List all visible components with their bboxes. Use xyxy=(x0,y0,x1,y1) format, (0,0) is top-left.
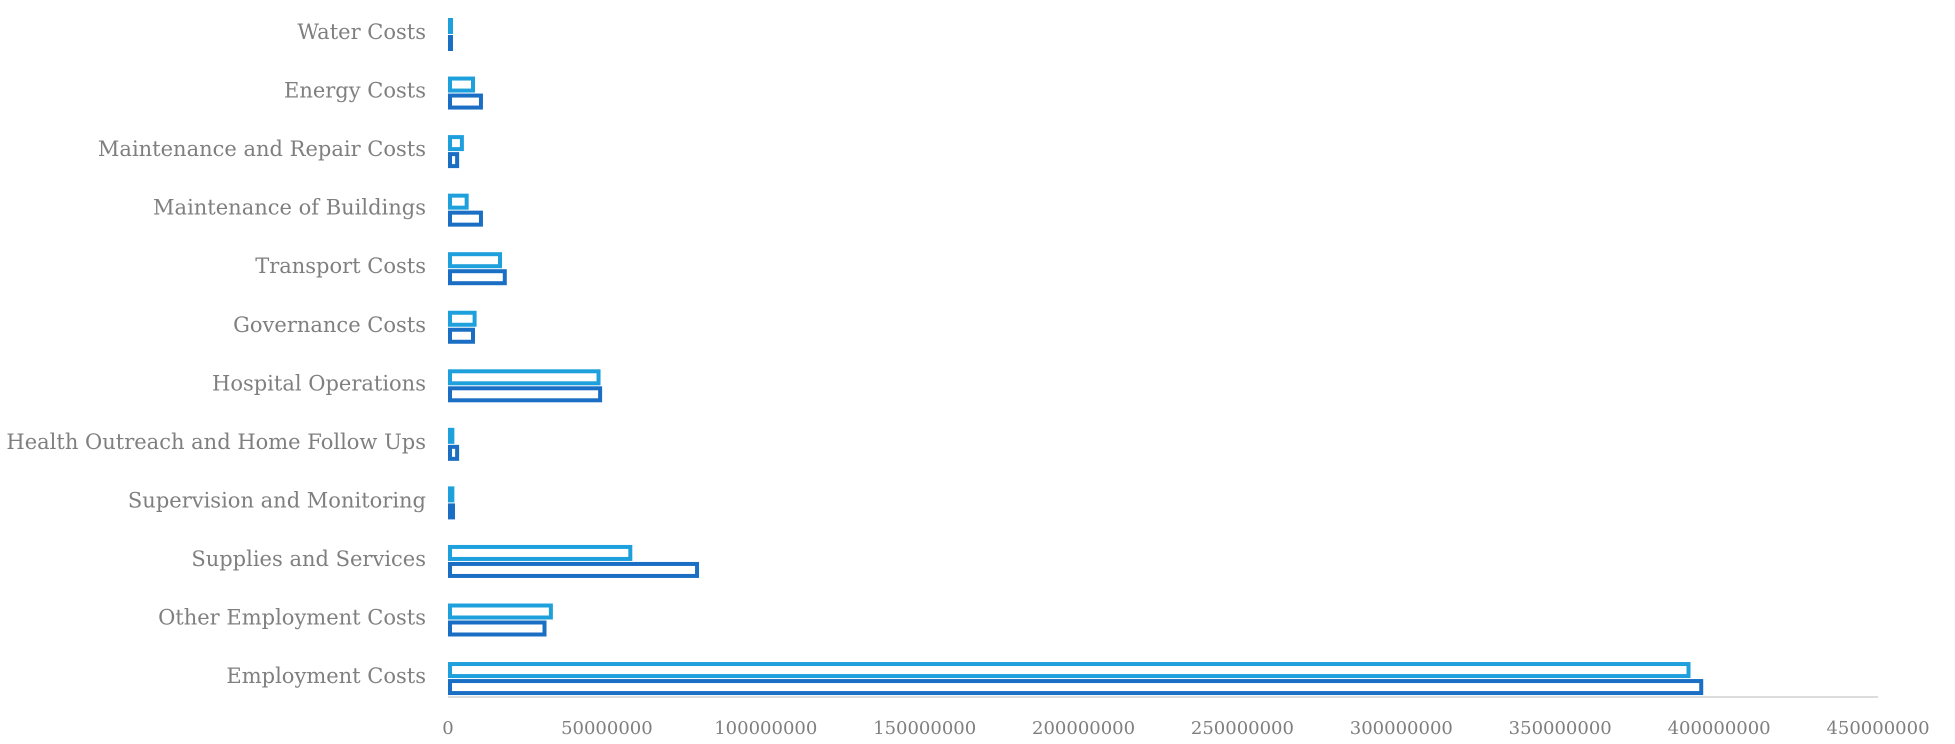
bar-series-1 xyxy=(448,369,601,386)
x-tick-label: 300000000 xyxy=(1350,718,1453,739)
category-label: Transport Costs xyxy=(255,254,426,278)
bar-series-2 xyxy=(448,35,453,51)
category-label: Supplies and Services xyxy=(191,547,426,571)
category-label: Maintenance and Repair Costs xyxy=(98,137,426,161)
x-tick-label: 350000000 xyxy=(1509,718,1612,739)
bar-series-1 xyxy=(448,193,469,210)
category-label: Energy Costs xyxy=(284,79,426,103)
bar-series-1 xyxy=(448,427,455,444)
bar-series-1 xyxy=(448,603,553,620)
category-label: Water Costs xyxy=(297,20,426,44)
bar-series-1 xyxy=(448,76,476,93)
bar-series-2 xyxy=(448,269,507,286)
bar-series-2 xyxy=(448,679,1704,696)
category-labels: Water Costs Energy Costs Maintenance and R… xyxy=(6,20,426,688)
bar-series-1 xyxy=(448,662,1691,679)
x-tick-label: 250000000 xyxy=(1191,718,1294,739)
category-label: Maintenance of Buildings xyxy=(153,196,426,220)
bar-series-2 xyxy=(448,503,455,520)
bar-series-1 xyxy=(448,310,477,327)
x-tick-label: 450000000 xyxy=(1826,718,1929,739)
bar-series-1 xyxy=(448,544,633,561)
bar-series-2 xyxy=(448,210,483,227)
x-tick-label: 50000000 xyxy=(561,718,653,739)
bar-series-2 xyxy=(448,444,460,461)
x-tick-label: 400000000 xyxy=(1668,718,1771,739)
bars-group xyxy=(448,18,1704,696)
bar-series-2 xyxy=(448,93,483,110)
bar-series-1 xyxy=(448,252,503,269)
category-label: Other Employment Costs xyxy=(158,606,426,630)
category-label: Health Outreach and Home Follow Ups xyxy=(6,430,426,454)
category-label: Employment Costs xyxy=(226,664,426,688)
bar-series-1 xyxy=(448,18,453,34)
x-tick-label: 0 xyxy=(442,718,453,739)
category-label: Hospital Operations xyxy=(212,371,426,395)
bar-series-2 xyxy=(448,561,700,578)
x-tick-label: 100000000 xyxy=(714,718,817,739)
bar-series-2 xyxy=(448,327,476,344)
x-tick-label: 200000000 xyxy=(1032,718,1135,739)
category-label: Governance Costs xyxy=(233,313,426,337)
bar-series-2 xyxy=(448,620,547,637)
bar-series-2 xyxy=(448,152,460,169)
bar-series-1 xyxy=(448,486,455,503)
bar-series-2 xyxy=(448,386,603,403)
x-tick-label: 150000000 xyxy=(873,718,976,739)
bar-series-1 xyxy=(448,135,464,152)
x-tick-labels: 0 50000000 100000000 150000000 200000000 2500… xyxy=(442,718,1929,739)
category-label: Supervision and Monitoring xyxy=(128,488,426,512)
